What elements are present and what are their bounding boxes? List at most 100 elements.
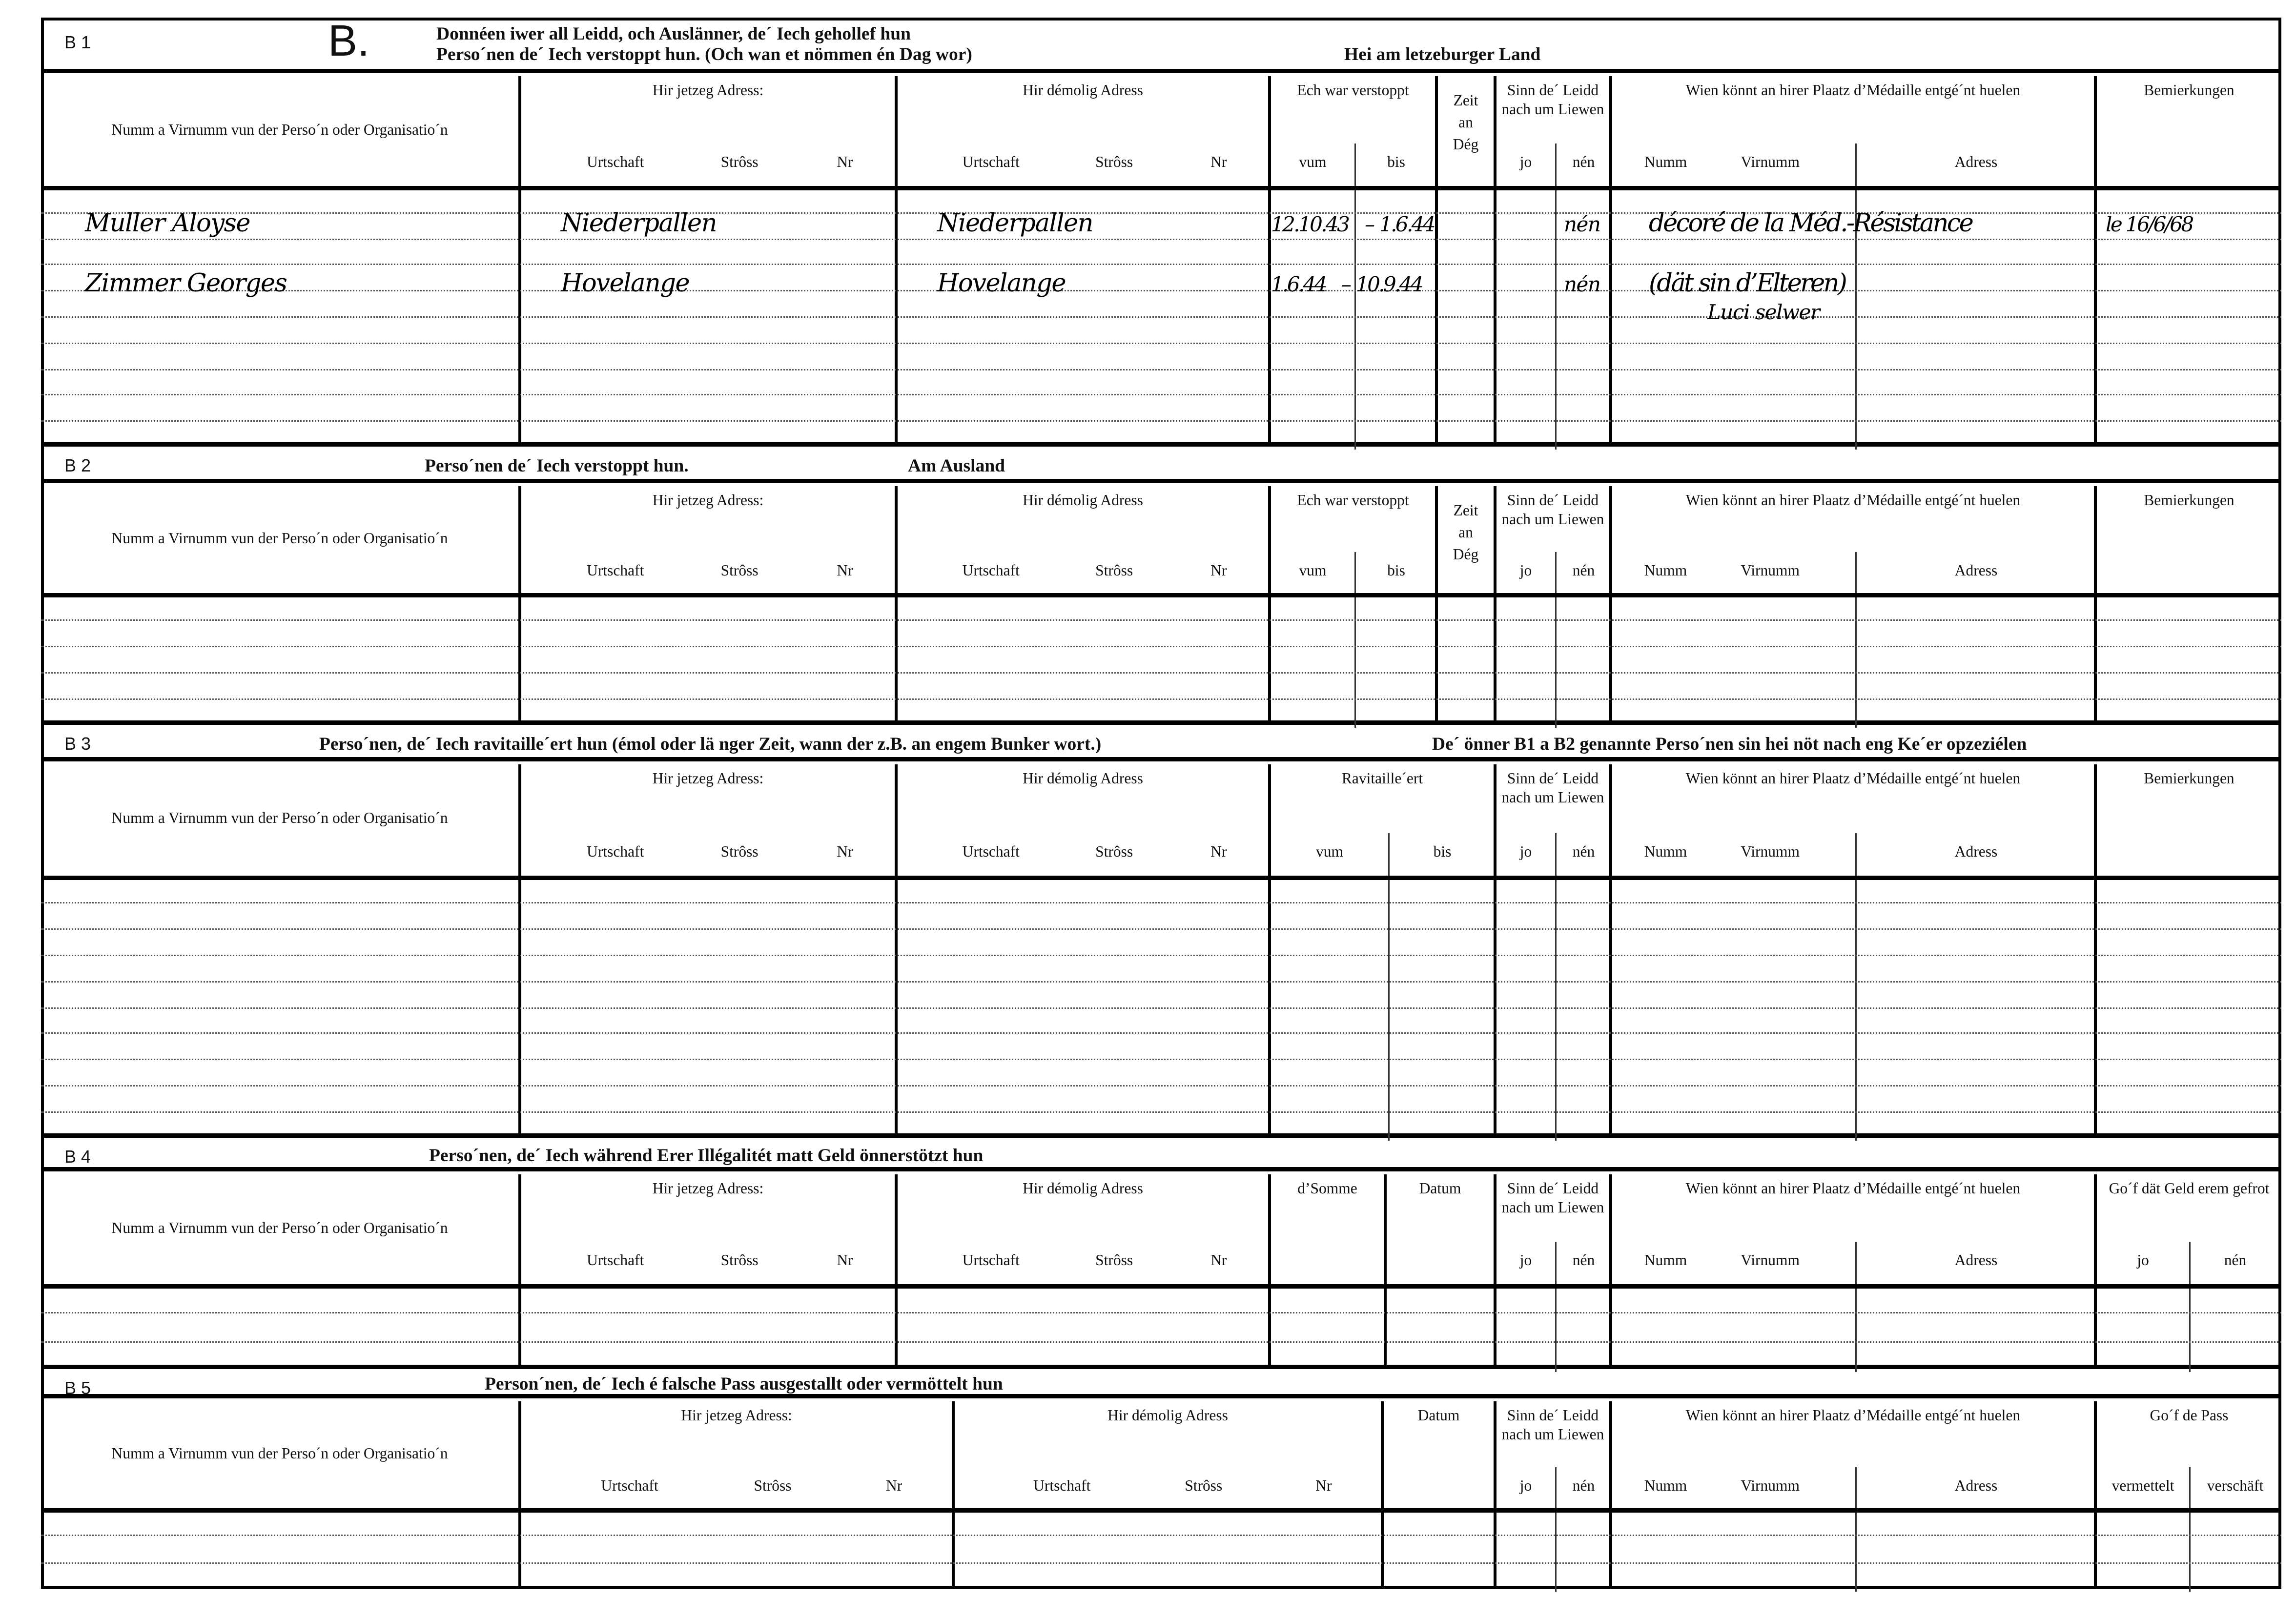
- entry-row-line: [41, 619, 2281, 621]
- form-frame: [41, 18, 2281, 1589]
- column-header-wien-ko-nnt-an-hirer-plaatz-d-: Wien könnt an hirer Plaatz d’Médaille en…: [1685, 83, 2021, 100]
- subheader-jo: jo: [1519, 844, 1532, 861]
- column-header-ech-war-verstoppt: Ech war verstoppt: [1297, 493, 1409, 510]
- subheader-virnumm: Virnumm: [1741, 563, 1800, 579]
- handwritten-medal-note[interactable]: (dät sin d’Elteren): [1649, 269, 1847, 299]
- section-label: B 2: [64, 455, 91, 476]
- column-header-d-somme: d’Somme: [1297, 1182, 1357, 1198]
- column-header-sinn-de-leidd-nach-um-liewen: Sinn de´ Leidd nach um Liewen: [1501, 1409, 1604, 1444]
- subheader-ne-n: nén: [2224, 1253, 2247, 1270]
- column-hir-de-molig-adress: Hir démolig Adress Urtschaft Strôss Nr: [898, 1174, 1271, 1369]
- column-hir-jetzeg-adress: Hir jetzeg Adress: Urtschaft Strôss Nr: [521, 1174, 898, 1369]
- handwritten-remarks[interactable]: le 16/6/68: [2106, 213, 2194, 237]
- column-header-zeit-an-de-g: Zeit an Dég: [1453, 504, 1479, 564]
- section-title-line: Perso´nen de´ Iech verstoppt hun. (Och w…: [436, 44, 972, 64]
- column-wien-ko-nnt-an-hirer-plaatz-d-: Wien könnt an hirer Plaatz d’Médaille en…: [1612, 1401, 2097, 1592]
- section-title-extra: Hei am letzeburger Land: [1344, 44, 1541, 64]
- column-header-hir-jetzeg-adress: Hir jetzeg Adress:: [652, 1182, 764, 1198]
- column-header-hir-jetzeg-adress: Hir jetzeg Adress:: [681, 1409, 792, 1425]
- handwritten-hidden-to[interactable]: 1.6.44: [1379, 213, 1436, 237]
- column-divider: [1855, 144, 1857, 450]
- subheader-stro-ss: Strôss: [1095, 844, 1133, 861]
- column-go-f-de-pass: Go´f de Pass vermettelt verschäft: [2097, 1401, 2281, 1592]
- subheader-virnumm: Virnumm: [1741, 155, 1800, 171]
- header-separator: [41, 1508, 2281, 1513]
- subheader-stro-ss: Strôss: [1095, 1253, 1133, 1270]
- handwritten-former-place[interactable]: Hovelange: [937, 269, 1066, 299]
- column-divider: [1555, 144, 1557, 450]
- subheader-stro-ss: Strôss: [754, 1478, 792, 1495]
- entry-row-line: [41, 954, 2281, 956]
- handwritten-name[interactable]: Zimmer Georges: [85, 269, 287, 299]
- handwritten-alive[interactable]: nén: [1564, 273, 1601, 297]
- section-title-bar: B 1 B. Donnéen iwer all Leidd, och Auslänn…: [41, 18, 2281, 73]
- subheader-stro-ss: Strôss: [1185, 1478, 1223, 1495]
- section-title-extra: De´ önner B1 a B2 genannte Perso´nen sin…: [1432, 733, 2027, 754]
- handwritten-current-place[interactable]: Niederpallen: [561, 209, 718, 239]
- column-bemierkungen: Bemierkungen: [2097, 76, 2281, 447]
- header-separator: [41, 1284, 2281, 1289]
- entry-row-line: [41, 902, 2281, 903]
- entry-row-line: [41, 290, 2281, 292]
- handwritten-medal-note-2[interactable]: Luci selwer: [1707, 302, 1820, 326]
- handwritten-alive[interactable]: nén: [1564, 213, 1601, 237]
- column-wien-ko-nnt-an-hirer-plaatz-d-: Wien könnt an hirer Plaatz d’Médaille en…: [1612, 1174, 2097, 1372]
- column-divider: [2189, 1242, 2191, 1372]
- column-ech-war-verstoppt: Ech war verstoppt vum bis: [1271, 76, 1438, 450]
- subheader-ne-n: nén: [1572, 563, 1595, 579]
- handwritten-name[interactable]: Muller Aloyse: [85, 209, 251, 239]
- column-numm-a-virnumm-vun-der-perso-n: Numm a Virnumm vun der Perso´n oder Orga…: [41, 486, 521, 725]
- handwritten-former-place[interactable]: Niederpallen: [937, 209, 1094, 239]
- handwritten-hidden-from[interactable]: 1.6.44: [1271, 273, 1328, 297]
- subheader-stro-ss: Strôss: [720, 563, 758, 579]
- handwritten-hidden-from[interactable]: 12.10.43: [1271, 213, 1350, 237]
- column-header-hir-de-molig-adress: Hir démolig Adress: [1023, 493, 1143, 510]
- column-divider: [1855, 1467, 1857, 1592]
- column-header-sinn-de-leidd-nach-um-liewen: Sinn de´ Leidd nach um Liewen: [1501, 1182, 1604, 1217]
- handwritten-medal-note[interactable]: décoré de la Méd.-Résistance: [1649, 209, 1974, 239]
- column-header-go-f-da-t-geld-erem-gefrot: Go´f dät Geld erem gefrot: [2109, 1182, 2270, 1198]
- header-separator: [41, 876, 2281, 880]
- column-divider: [1855, 833, 1857, 1141]
- handwritten-hidden-to[interactable]: 10.9.44: [1356, 273, 1424, 297]
- entry-row-line: [41, 264, 2281, 266]
- subheader-adress: Adress: [1954, 155, 1998, 171]
- section-label: B 3: [64, 734, 91, 754]
- section-label: B 5: [64, 1378, 91, 1398]
- column-divider: [1354, 552, 1356, 728]
- entry-row-line: [41, 420, 2281, 422]
- subheader-stro-ss: Strôss: [720, 1253, 758, 1270]
- column-header-hir-jetzeg-adress: Hir jetzeg Adress:: [652, 83, 764, 100]
- column-sinn-de-leidd-nach-um-liewen: Sinn de´ Leidd nach um Liewen jo nén: [1496, 764, 1612, 1141]
- entry-row-line: [41, 980, 2281, 982]
- subheader-vum: vum: [1315, 844, 1344, 861]
- entry-row-line: [41, 394, 2281, 396]
- column-header-numm-a-virnumm-vun-der-perso-n: Numm a Virnumm vun der Perso´n oder Orga…: [111, 531, 448, 547]
- column-divider: [1555, 1467, 1557, 1592]
- subheader-urtschaft: Urtschaft: [962, 1253, 1020, 1270]
- subheader-ne-n: nén: [1572, 1253, 1595, 1270]
- handwritten-current-place[interactable]: Hovelange: [561, 269, 690, 299]
- subheader-numm: Numm: [1644, 844, 1687, 861]
- entry-row-line: [41, 1085, 2281, 1087]
- column-numm-a-virnumm-vun-der-perso-n: Numm a Virnumm vun der Perso´n oder Orga…: [41, 76, 521, 447]
- subheader-vermettelt: vermettelt: [2112, 1478, 2174, 1495]
- subheader-adress: Adress: [1954, 844, 1998, 861]
- column-header-bemierkungen: Bemierkungen: [2144, 772, 2234, 788]
- section-title-bar: B 2 Perso´nen de´ Iech verstoppt hun. Am A…: [41, 447, 2281, 483]
- subheader-ne-n: nén: [1572, 1478, 1595, 1495]
- subheader-adress: Adress: [1954, 1478, 1998, 1495]
- entry-row-line: [41, 646, 2281, 647]
- section-title-line: Donnéen iwer all Leidd, och Auslänner, d…: [436, 23, 911, 44]
- column-header-sinn-de-leidd-nach-um-liewen: Sinn de´ Leidd nach um Liewen: [1501, 493, 1604, 529]
- subheader-adress: Adress: [1954, 563, 1998, 579]
- subheader-vum: vum: [1299, 563, 1327, 579]
- entry-row-line: [41, 1033, 2281, 1035]
- column-sinn-de-leidd-nach-um-liewen: Sinn de´ Leidd nach um Liewen jo nén: [1496, 76, 1612, 450]
- column-datum: Datum: [1384, 1401, 1496, 1589]
- column-numm-a-virnumm-vun-der-perso-n: Numm a Virnumm vun der Perso´n oder Orga…: [41, 764, 521, 1138]
- column-wien-ko-nnt-an-hirer-plaatz-d-: Wien könnt an hirer Plaatz d’Médaille en…: [1612, 764, 2097, 1141]
- subheader-urtschaft: Urtschaft: [962, 844, 1020, 861]
- subheader-nr: Nr: [1210, 1253, 1227, 1270]
- column-header-wien-ko-nnt-an-hirer-plaatz-d-: Wien könnt an hirer Plaatz d’Médaille en…: [1685, 772, 2021, 788]
